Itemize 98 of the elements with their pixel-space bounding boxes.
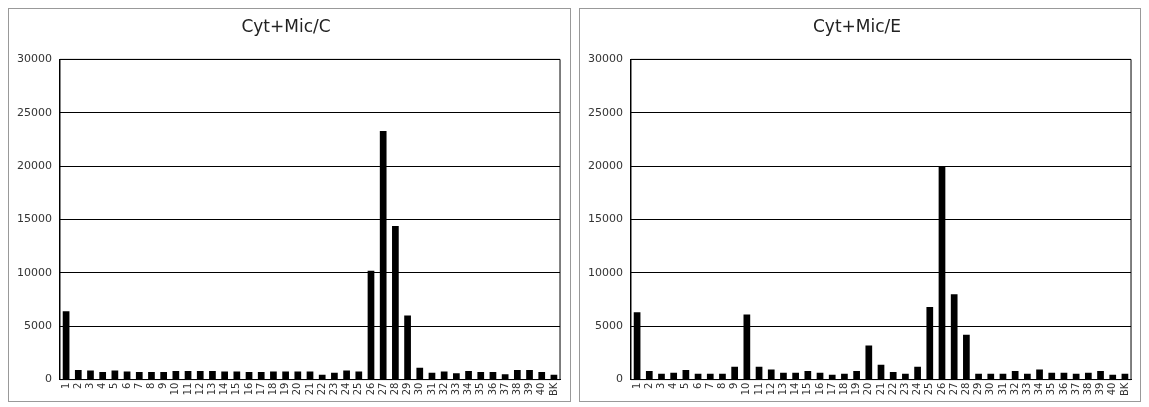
x-tick-label: 27 — [947, 382, 959, 396]
x-tick-label: 5 — [678, 382, 690, 389]
x-tick-label: 35 — [1044, 382, 1056, 396]
x-tick-label: 36 — [1057, 382, 1069, 396]
y-tick-label: 10000 — [587, 265, 623, 279]
x-tick-label: BK — [547, 382, 559, 396]
y-tick-label: 10000 — [16, 265, 52, 279]
x-tick-label: 20 — [291, 382, 303, 396]
x-tick-label: 15 — [800, 382, 812, 396]
x-tick-label: 6 — [691, 382, 703, 389]
x-tick-label: 29 — [401, 382, 413, 396]
x-tick-label: 3 — [84, 382, 96, 389]
x-tick-label: 37 — [498, 382, 510, 396]
x-tick-label: 10 — [169, 382, 181, 396]
x-tick-label: 4 — [666, 382, 678, 389]
y-tick-label: 30000 — [587, 52, 623, 66]
x-tick-label: BK — [1118, 382, 1130, 396]
y-tick-label: 5000 — [23, 319, 52, 333]
x-tick-label: 11 — [181, 382, 193, 396]
x-tick-label: 11 — [752, 382, 764, 396]
x-tick-label: 9 — [727, 382, 739, 389]
x-tick-label: 6 — [120, 382, 132, 389]
x-tick-label: 31 — [996, 382, 1008, 396]
x-tick-label: 26 — [364, 382, 376, 396]
y-tick-label: 0 — [615, 372, 623, 386]
x-tick-label: 32 — [437, 382, 449, 396]
x-tick-label: 34 — [1032, 382, 1044, 396]
x-tick-label: 9 — [157, 382, 169, 389]
x-tick-label: 4 — [96, 382, 108, 389]
y-tick-label: 20000 — [587, 158, 623, 172]
x-tick-label: 26 — [935, 382, 947, 396]
x-tick-label: 40 — [1105, 382, 1117, 396]
x-tick-label: 7 — [132, 382, 144, 389]
chart-title: Cyt+Mic/E — [812, 15, 901, 36]
x-tick-label: 10 — [739, 382, 751, 396]
x-tick-label: 34 — [462, 382, 474, 396]
x-tick-label: 19 — [849, 382, 861, 396]
x-tick-label: 40 — [535, 382, 547, 396]
x-tick-label: 33 — [449, 382, 461, 396]
x-tick-label: 21 — [874, 382, 886, 396]
x-tick-label: 16 — [813, 382, 825, 396]
y-tick-label: 20000 — [16, 158, 52, 172]
y-tick-label: 25000 — [16, 105, 52, 119]
x-tick-label: 23 — [327, 382, 339, 396]
x-tick-label: 39 — [1093, 382, 1105, 396]
x-tick-label: 22 — [315, 382, 327, 396]
x-tick-label: 2 — [642, 382, 654, 389]
x-tick-label: 28 — [388, 382, 400, 396]
x-tick-label: 35 — [474, 382, 486, 396]
x-tick-label: 1 — [630, 382, 642, 389]
x-tick-label: 14 — [218, 382, 230, 396]
y-tick-label: 0 — [44, 372, 52, 386]
y-tick-label: 30000 — [16, 52, 52, 66]
y-tick-label: 15000 — [587, 212, 623, 226]
x-tick-label: 24 — [910, 382, 922, 396]
x-tick-label: 12 — [193, 382, 205, 396]
x-tick-label: 13 — [776, 382, 788, 396]
x-tick-label: 28 — [959, 382, 971, 396]
x-tick-label: 15 — [230, 382, 242, 396]
x-tick-label: 13 — [206, 382, 218, 396]
x-tick-label: 16 — [242, 382, 254, 396]
x-tick-label: 3 — [654, 382, 666, 389]
x-tick-label: 38 — [1081, 382, 1093, 396]
x-tick-label: 19 — [279, 382, 291, 396]
x-tick-label: 30 — [413, 382, 425, 396]
x-tick-label: 17 — [254, 382, 266, 396]
x-tick-label: 8 — [145, 382, 157, 389]
x-tick-label: 14 — [788, 382, 800, 396]
x-tick-label: 37 — [1069, 382, 1081, 396]
x-tick-label: 18 — [837, 382, 849, 396]
x-tick-label: 31 — [425, 382, 437, 396]
x-tick-label: 36 — [486, 382, 498, 396]
x-tick-label: 39 — [523, 382, 535, 396]
x-tick-label: 2 — [71, 382, 83, 389]
x-tick-label: 33 — [1020, 382, 1032, 396]
x-tick-label: 25 — [922, 382, 934, 396]
x-tick-label: 38 — [510, 382, 522, 396]
x-tick-label: 27 — [376, 382, 388, 396]
chart-title: Cyt+Mic/C — [241, 15, 331, 36]
x-tick-label: 7 — [703, 382, 715, 389]
x-tick-label: 12 — [764, 382, 776, 396]
x-tick-label: 29 — [971, 382, 983, 396]
x-tick-label: 18 — [267, 382, 279, 396]
y-tick-label: 5000 — [594, 319, 623, 333]
x-tick-label: 17 — [825, 382, 837, 396]
x-tick-label: 32 — [1008, 382, 1020, 396]
y-tick-label: 15000 — [16, 212, 52, 226]
x-tick-label: 21 — [303, 382, 315, 396]
x-tick-label: 8 — [715, 382, 727, 389]
y-tick-label: 25000 — [587, 105, 623, 119]
x-tick-label: 25 — [352, 382, 364, 396]
x-tick-label: 23 — [898, 382, 910, 396]
x-tick-label: 24 — [340, 382, 352, 396]
x-tick-label: 30 — [983, 382, 995, 396]
x-tick-label: 20 — [861, 382, 873, 396]
x-tick-label: 5 — [108, 382, 120, 389]
x-tick-label: 1 — [59, 382, 71, 389]
x-tick-label: 22 — [886, 382, 898, 396]
